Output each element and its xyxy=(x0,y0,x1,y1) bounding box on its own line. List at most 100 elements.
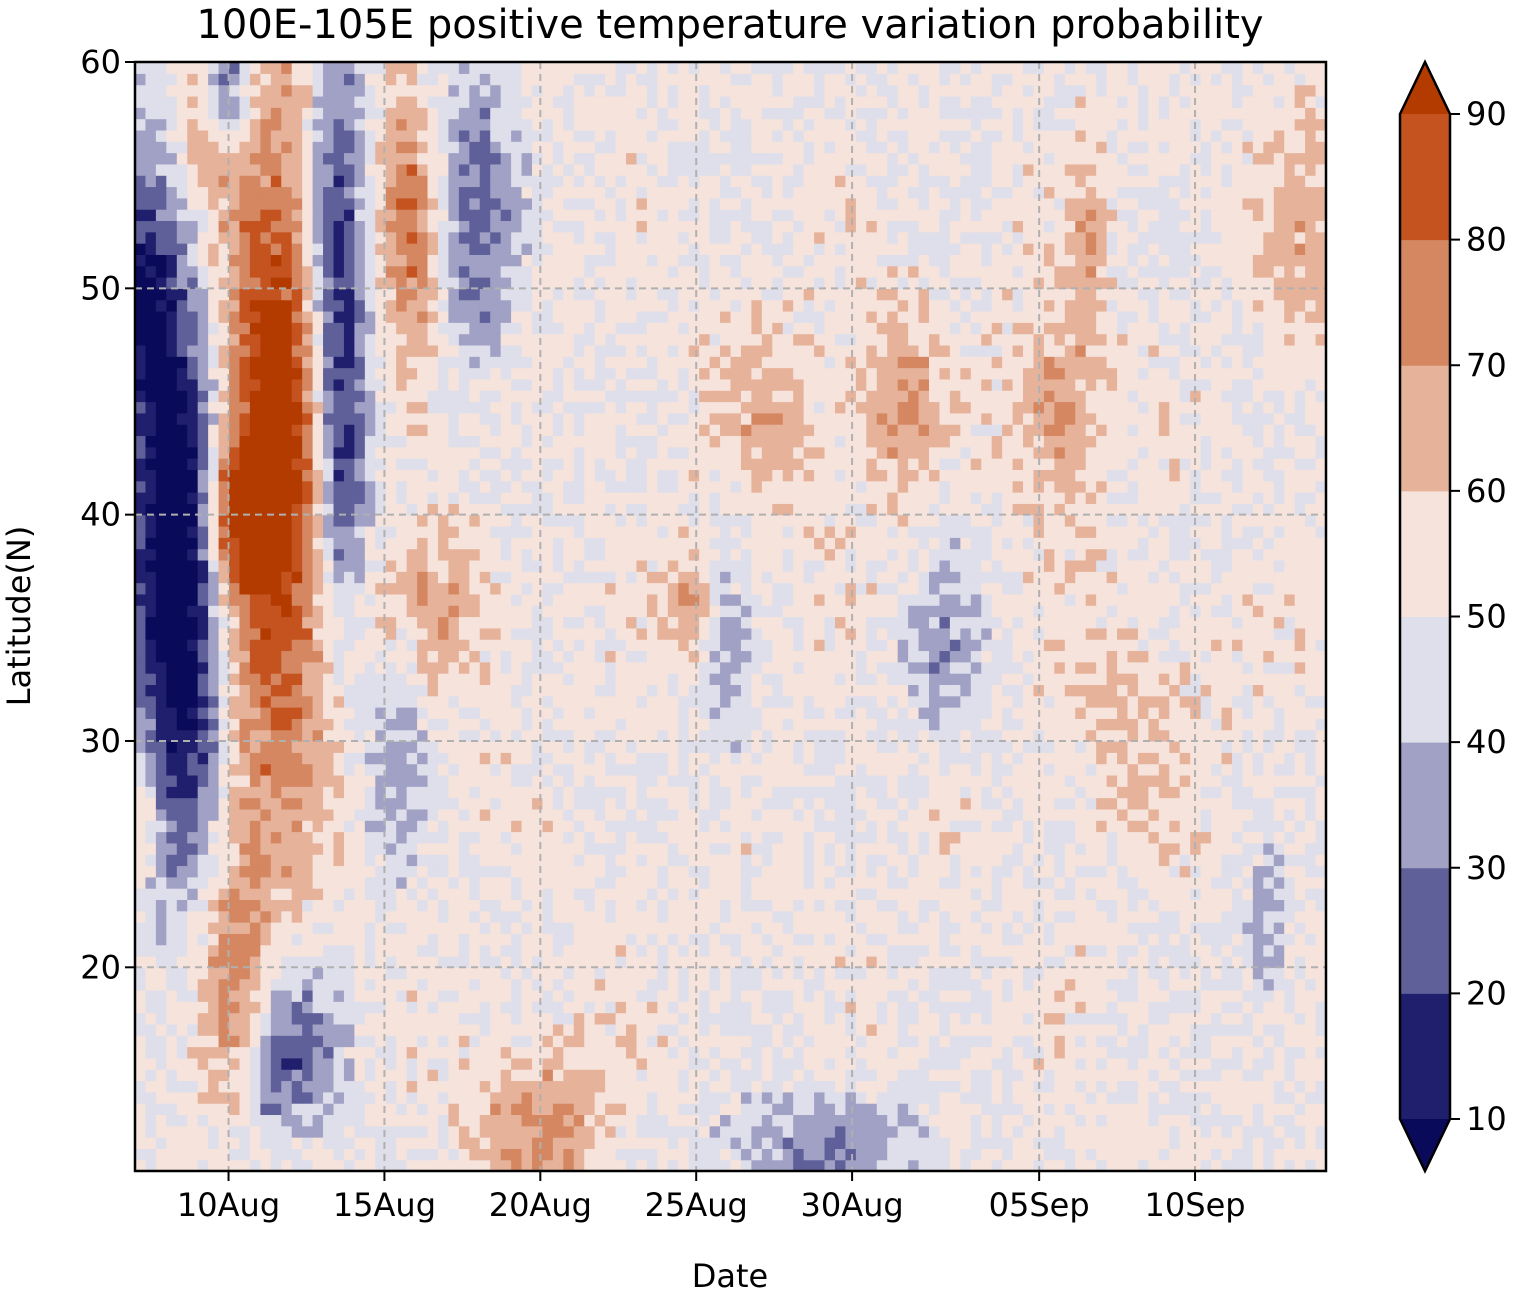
heatmap-cell xyxy=(343,1080,355,1093)
heatmap-cell xyxy=(270,1057,282,1070)
heatmap-cell xyxy=(270,1159,282,1171)
heatmap-cell xyxy=(417,967,429,980)
heatmap-cell xyxy=(1023,978,1035,991)
heatmap-cell xyxy=(1169,876,1181,889)
heatmap-cell xyxy=(939,763,951,776)
heatmap-cell xyxy=(239,910,251,923)
heatmap-cell xyxy=(970,1057,982,1070)
heatmap-cell xyxy=(437,707,450,719)
heatmap-cell xyxy=(740,989,752,1002)
heatmap-cell xyxy=(594,910,606,923)
heatmap-cell xyxy=(469,1125,481,1138)
heatmap-cell xyxy=(981,1137,993,1149)
heatmap-cell xyxy=(1064,989,1076,1002)
heatmap-cell xyxy=(1179,752,1191,765)
heatmap-cell xyxy=(323,1069,335,1082)
heatmap-cell xyxy=(908,786,920,799)
heatmap-cell xyxy=(772,1046,784,1059)
heatmap-cell xyxy=(281,1035,293,1048)
heatmap-cell xyxy=(646,695,658,708)
heatmap-cell xyxy=(772,876,784,889)
heatmap-cell xyxy=(1294,1148,1306,1161)
heatmap-cell xyxy=(187,1046,199,1059)
heatmap-cell xyxy=(855,944,867,957)
heatmap-cell xyxy=(573,1103,585,1116)
heatmap-cell xyxy=(594,729,606,742)
heatmap-cell xyxy=(532,673,544,685)
heatmap-cell xyxy=(960,1001,972,1014)
heatmap-cell xyxy=(511,695,523,708)
heatmap-cell xyxy=(1221,933,1233,946)
heatmap-cell xyxy=(155,1103,167,1116)
heatmap-cell xyxy=(1294,797,1306,810)
heatmap-cell xyxy=(646,684,658,697)
heatmap-cell xyxy=(302,876,314,889)
heatmap-cell xyxy=(740,978,752,991)
heatmap-cell xyxy=(855,774,867,787)
heatmap-cell xyxy=(908,1012,920,1025)
heatmap-cell xyxy=(1231,899,1244,912)
heatmap-cell xyxy=(521,1023,533,1036)
heatmap-cell xyxy=(323,1001,335,1014)
heatmap-cell xyxy=(1085,899,1097,912)
heatmap-cell xyxy=(437,1159,450,1171)
heatmap-cell xyxy=(793,820,805,833)
heatmap-cell xyxy=(385,695,397,708)
heatmap-cell xyxy=(333,978,345,991)
heatmap-cell xyxy=(270,1069,282,1082)
heatmap-cell xyxy=(1284,865,1296,878)
heatmap-cell xyxy=(949,989,961,1002)
heatmap-cell xyxy=(1242,910,1254,923)
heatmap-cell xyxy=(208,888,220,901)
heatmap-cell xyxy=(573,1023,585,1036)
heatmap-cell xyxy=(1137,967,1149,980)
heatmap-cell xyxy=(667,774,679,787)
heatmap-cell xyxy=(772,1159,784,1171)
heatmap-cell xyxy=(1106,774,1118,787)
heatmap-cell xyxy=(1221,888,1233,901)
heatmap-cell xyxy=(1127,910,1139,923)
heatmap-cell xyxy=(1117,752,1129,765)
heatmap-cell xyxy=(1305,1001,1317,1014)
heatmap-cell xyxy=(208,763,220,776)
heatmap-cell xyxy=(312,1035,324,1048)
heatmap-cell xyxy=(437,1012,450,1025)
heatmap-cell xyxy=(573,1080,585,1093)
heatmap-cell xyxy=(291,1023,303,1036)
heatmap-cell xyxy=(803,1012,815,1025)
heatmap-cell xyxy=(1231,1091,1244,1104)
heatmap-cell xyxy=(1273,888,1285,901)
heatmap-cell xyxy=(197,740,209,753)
heatmap-cell xyxy=(354,955,366,968)
heatmap-cell xyxy=(824,774,836,787)
heatmap-cell xyxy=(657,1091,669,1104)
heatmap-cell xyxy=(970,955,982,968)
heatmap-cell xyxy=(302,1080,314,1093)
heatmap-cell xyxy=(720,1069,732,1082)
heatmap-cell xyxy=(1148,865,1160,878)
heatmap-cell xyxy=(437,888,450,901)
heatmap-cell xyxy=(1179,989,1191,1002)
heatmap-cell xyxy=(1242,1080,1254,1093)
heatmap-cell xyxy=(323,695,335,708)
heatmap-cell xyxy=(897,1080,909,1093)
heatmap-cell xyxy=(845,740,857,753)
heatmap-cell xyxy=(229,1069,241,1082)
heatmap-cell xyxy=(594,967,606,980)
heatmap-cell xyxy=(887,989,899,1002)
heatmap-cell xyxy=(1043,944,1055,957)
heatmap-cell xyxy=(1033,831,1045,844)
heatmap-cell xyxy=(1106,1103,1118,1116)
heatmap-cell xyxy=(323,1057,335,1070)
heatmap-cell xyxy=(1221,876,1233,889)
heatmap-cell xyxy=(135,684,147,697)
heatmap-cell xyxy=(960,695,972,708)
heatmap-cell xyxy=(155,933,167,946)
heatmap-cell xyxy=(793,865,805,878)
heatmap-cell xyxy=(1127,1103,1139,1116)
heatmap-cell xyxy=(385,786,397,799)
heatmap-cell xyxy=(1190,1035,1202,1048)
heatmap-cell xyxy=(793,1069,805,1082)
heatmap-cell xyxy=(761,1023,773,1036)
heatmap-cell xyxy=(605,955,617,968)
